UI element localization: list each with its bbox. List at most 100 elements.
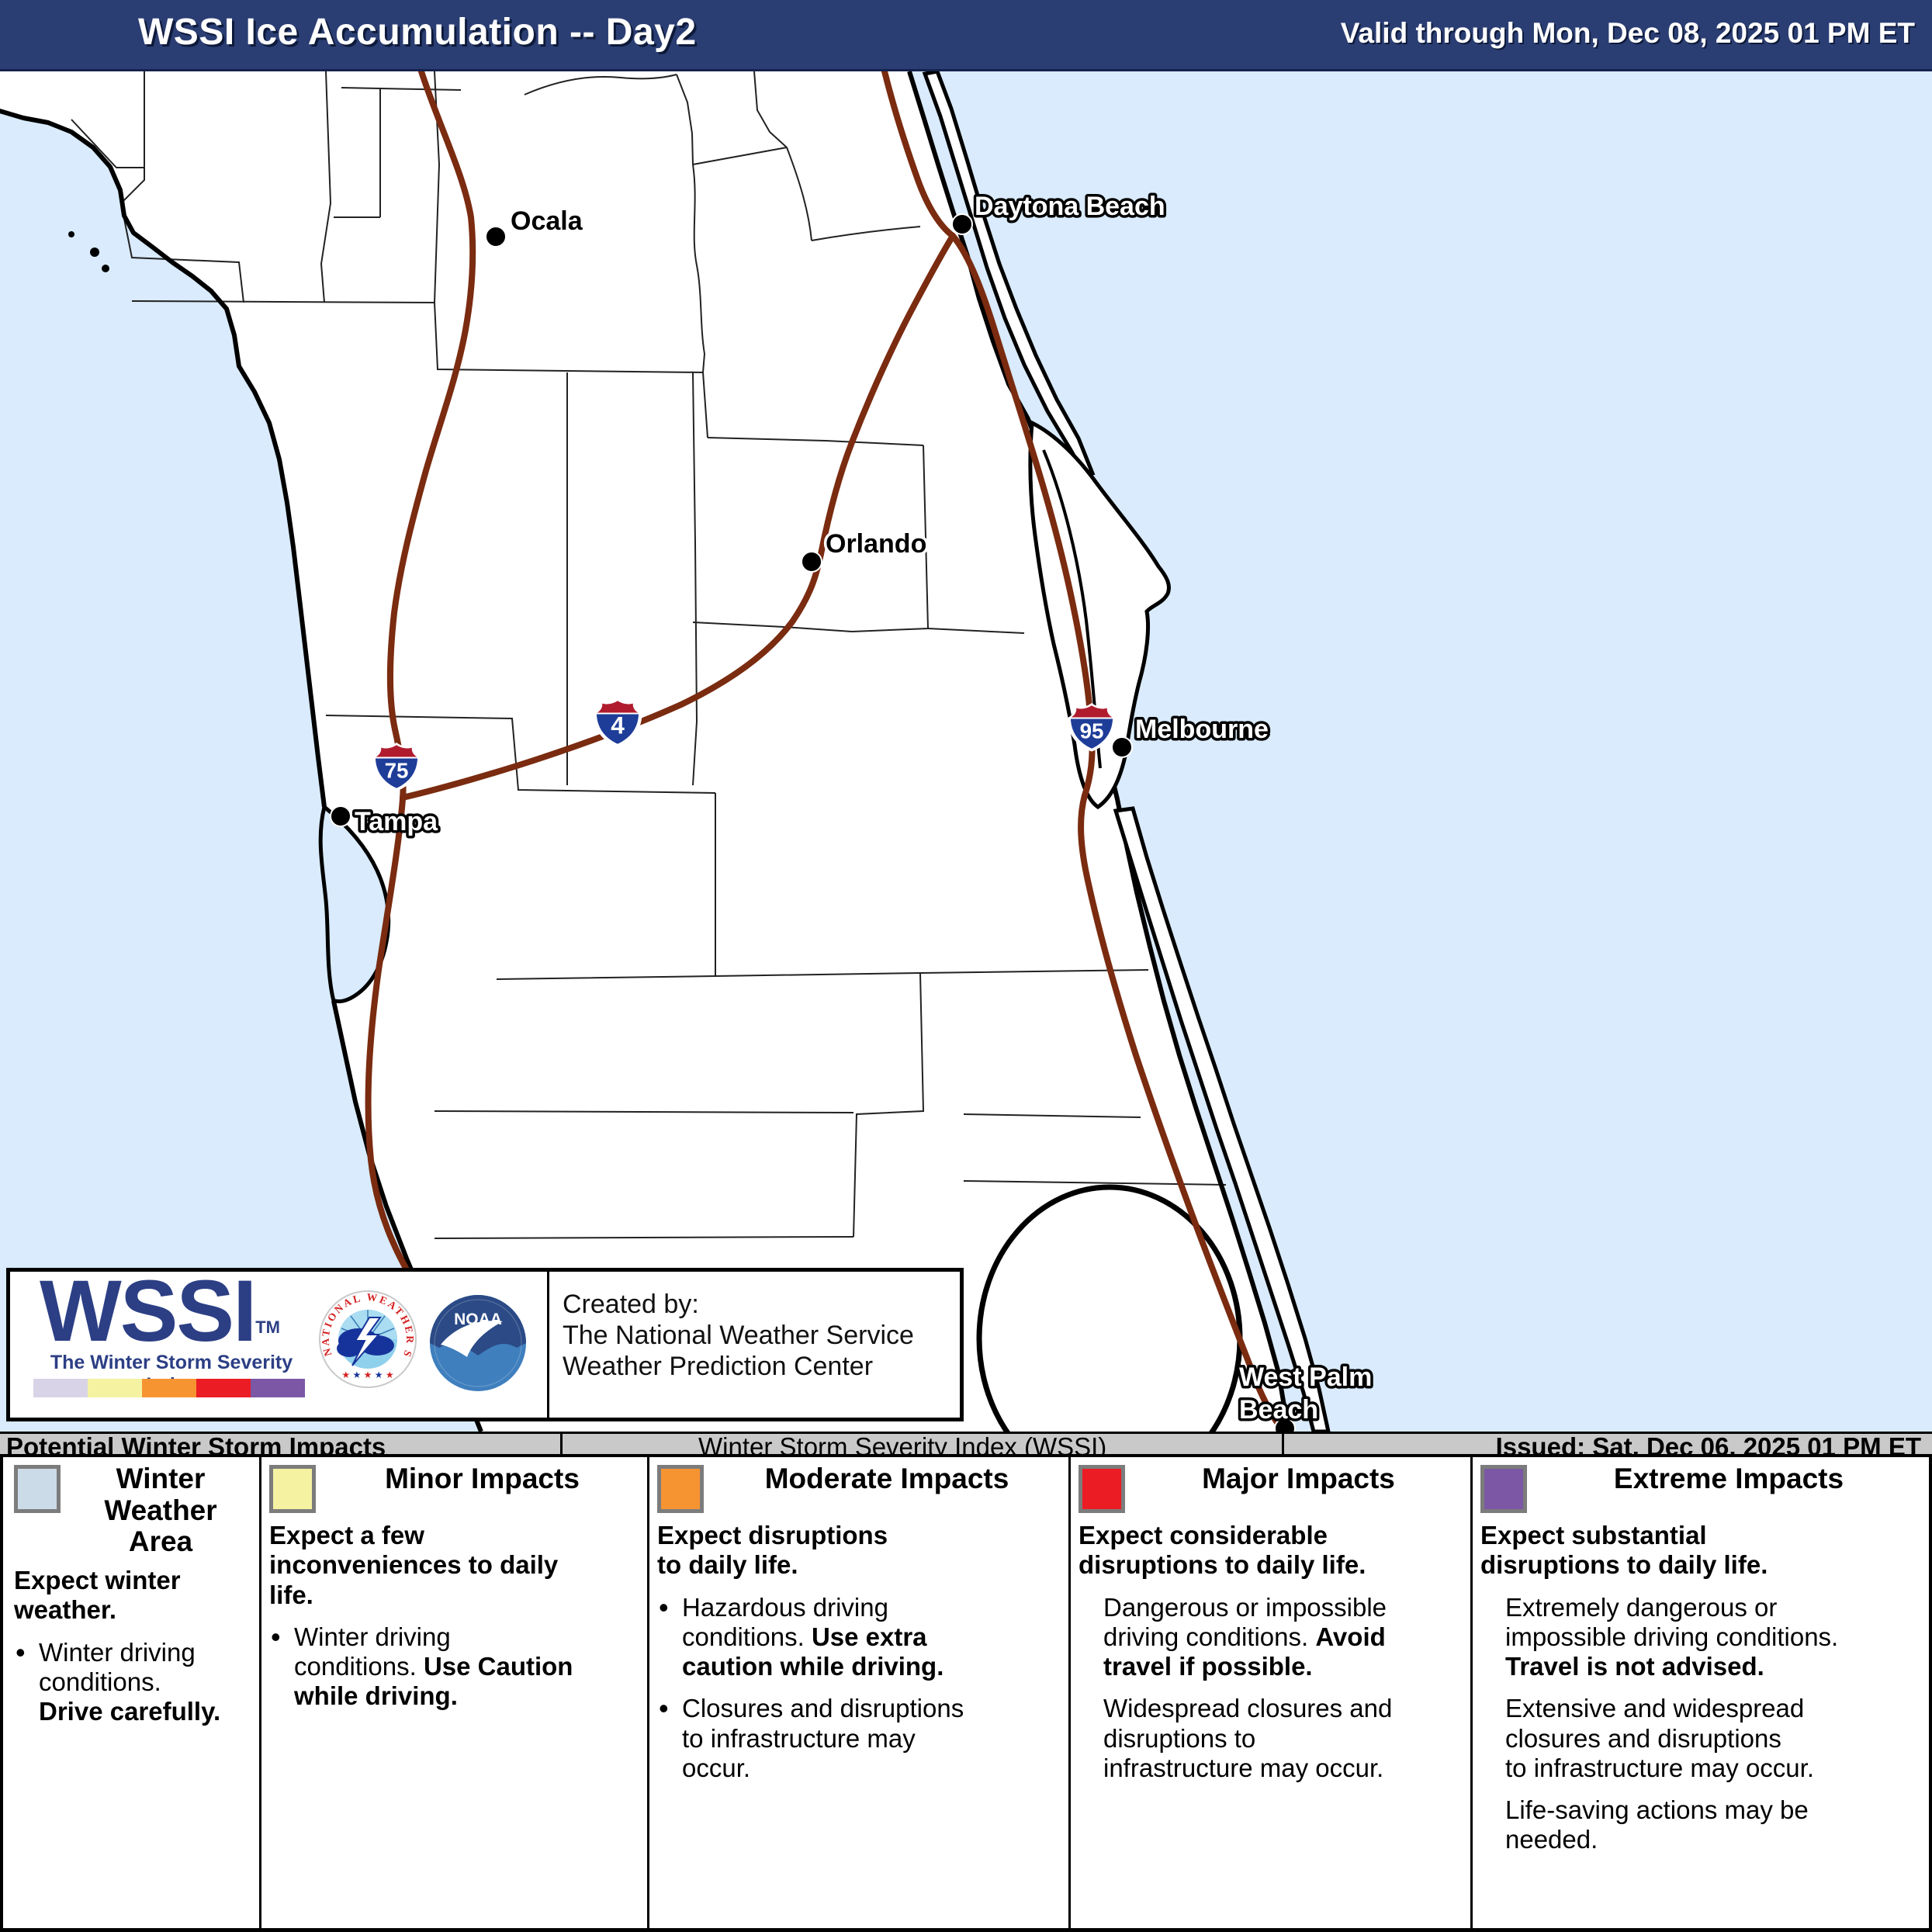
city-dot [801,551,822,573]
wssi-logo-box: WSSITM The Winter Storm Severity Index N… [6,1262,964,1421]
city-ocala: Ocala [485,204,586,248]
legend-title: Extreme Impacts [1613,1463,1844,1494]
legend-item-emphasis: Travel is not advised. [1505,1652,1764,1681]
legend-column-header: Moderate Impacts [657,1463,1061,1513]
bullet-dot: • [271,1620,281,1653]
city-label: Melbourne [1135,715,1269,744]
legend-item-text: Winter driving conditions. [294,1622,451,1681]
legend-column-moderate-impacts: Moderate Impacts Expect disruptions to da… [647,1457,1068,1932]
legend-title: Moderate Impacts [764,1463,1009,1494]
issued-timestamp: Issued: Sat, Dec 06, 2025 01 PM ET [1495,1432,1921,1461]
legend-column-header: Winter Weather Area [14,1463,251,1558]
legend-title: Winter Weather Area [104,1463,217,1558]
city-label: West Palm Beach [1239,1362,1372,1425]
interstate-shield-i4: 4 [593,698,642,747]
legend-item: Dangerous or impossible driving conditio… [1079,1593,1463,1682]
issue-bar-divider [560,1434,563,1454]
coastal-islet [90,248,99,257]
legend-column-header: Major Impacts [1079,1463,1463,1513]
legend-column-extreme-impacts: Extreme Impacts Expect substantial disrup… [1470,1457,1929,1932]
legend-item: • Winter driving conditions. Use Caution … [269,1620,639,1712]
city-label: Orlando [826,529,926,559]
map-area: 75 4 95 Ocala Daytona Beach Orlando Melbourne T… [0,71,1932,1432]
gulf-of-mexico [0,111,481,1432]
legend-item-text: Widespread closures and disruptions to i… [1103,1694,1393,1782]
county-borders [71,71,1227,1239]
city-dot [1111,736,1133,758]
legend-item: Life-saving actions may be needed. [1480,1795,1921,1855]
city-dot [485,226,507,248]
legend-column-major-impacts: Major Impacts Expect considerable disrupt… [1068,1457,1470,1932]
city-label: Ocala [511,206,583,236]
legend-item-text: Hazardous driving conditions. [682,1592,888,1651]
legend-item-text: Extensive and widespread closures and di… [1505,1694,1814,1782]
legend-item-text: Winter driving conditions. [39,1637,196,1696]
created-by-text: Created by: The National Weather Service… [563,1290,914,1381]
barrier-island-north [922,71,1096,477]
legend-lead: Expect a few inconveniences to daily lif… [269,1521,559,1609]
city-dot [330,805,351,827]
city-daytona-beach: Daytona Beach [951,189,1168,235]
legend-lead: Expect winter weather. [14,1566,181,1625]
page-title: WSSI Ice Accumulation -- Day2 [138,12,697,53]
legend-item-emphasis: Use Caution while driving. [294,1652,573,1711]
issue-bar-divider [1282,1434,1284,1454]
shield-number: 4 [611,712,625,739]
legend-item: Widespread closures and disruptions to i… [1079,1694,1463,1783]
valid-through-text: Valid through Mon, Dec 08, 2025 01 PM ET [1340,17,1915,49]
issue-bar: Potential Winter Storm Impacts Winter St… [0,1432,1932,1461]
severity-strip-segment [88,1379,142,1397]
shield-number: 75 [385,759,409,783]
trademark: TM [255,1317,280,1337]
legend-item-text: Closures and disruptions to infrastructu… [682,1694,964,1782]
legend-swatch [657,1465,704,1513]
road-i4 [400,233,956,801]
legend-item-emphasis: Drive carefully. [39,1697,221,1726]
severity-strip-segment [251,1379,305,1397]
road-i75 [365,71,476,1291]
florida-map: 75 4 95 Ocala Daytona Beach Orlando Melbourne T… [0,71,1932,1432]
city-orlando: Orlando [801,527,930,573]
legend: Winter Weather Area Expect winter weather… [0,1457,1932,1932]
legend-item-emphasis: Use extra caution while driving. [682,1622,944,1681]
logo-box-divider [547,1272,549,1418]
coastal-islet [102,265,109,272]
legend-column-minor-impacts: Minor Impacts Expect a few inconveniences… [259,1457,647,1932]
legend-item-text: Life-saving actions may be needed. [1505,1795,1809,1854]
legend-item: • Hazardous driving conditions. Use extra… [657,1591,1061,1682]
bullet-dot: • [16,1636,26,1668]
bullet-dot: • [659,1692,669,1725]
svg-text:★ ★ ★ ★ ★: ★ ★ ★ ★ ★ [341,1369,393,1380]
legend-item-emphasis: Avoid travel if possible. [1103,1622,1386,1681]
legend-lead: Expect disruptions to daily life. [657,1521,888,1580]
legend-lead: Expect considerable disruptions to daily… [1079,1521,1366,1580]
legend-item: Extremely dangerous or impossible drivin… [1480,1593,1921,1682]
legend-column-header: Minor Impacts [269,1463,639,1513]
wssi-severity-strip [33,1379,305,1397]
city-west-palm-beach: West Palm Beach [1237,1360,1375,1432]
wssi-logotype: WSSITM [40,1262,280,1359]
city-melbourne: Melbourne [1111,712,1271,758]
interstate-shield-i75: 75 [372,742,421,791]
nws-logo: NATIONAL WEATHER SERVICE ★ ★ ★ ★ ★ [318,1290,417,1388]
legend-swatch [269,1465,316,1513]
legend-title: Minor Impacts [385,1463,580,1494]
legend-item: • Winter driving conditions. Drive carefu… [14,1636,251,1727]
wssi-index-label: Winter Storm Severity Index (WSSI) [698,1432,1107,1461]
legend-lead: Expect substantial disruptions to daily … [1480,1521,1768,1580]
severity-strip-segment [33,1379,88,1397]
shield-number: 95 [1080,719,1104,743]
gulf-coastline [0,109,327,808]
tampa-bay [318,803,391,1004]
barrier-island-south [1113,806,1331,1432]
city-label: Daytona Beach [975,192,1165,221]
noaa-logo: NOAA [430,1295,526,1391]
legend-swatch [14,1465,61,1513]
legend-swatch [1079,1465,1125,1513]
bullet-dot: • [659,1591,669,1623]
legend-column-winter: Winter Weather Area Expect winter weather… [6,1457,259,1932]
legend-swatch [1480,1465,1527,1513]
legend-item-text: Dangerous or impossible driving conditio… [1103,1592,1387,1651]
legend-title: Major Impacts [1202,1463,1395,1494]
